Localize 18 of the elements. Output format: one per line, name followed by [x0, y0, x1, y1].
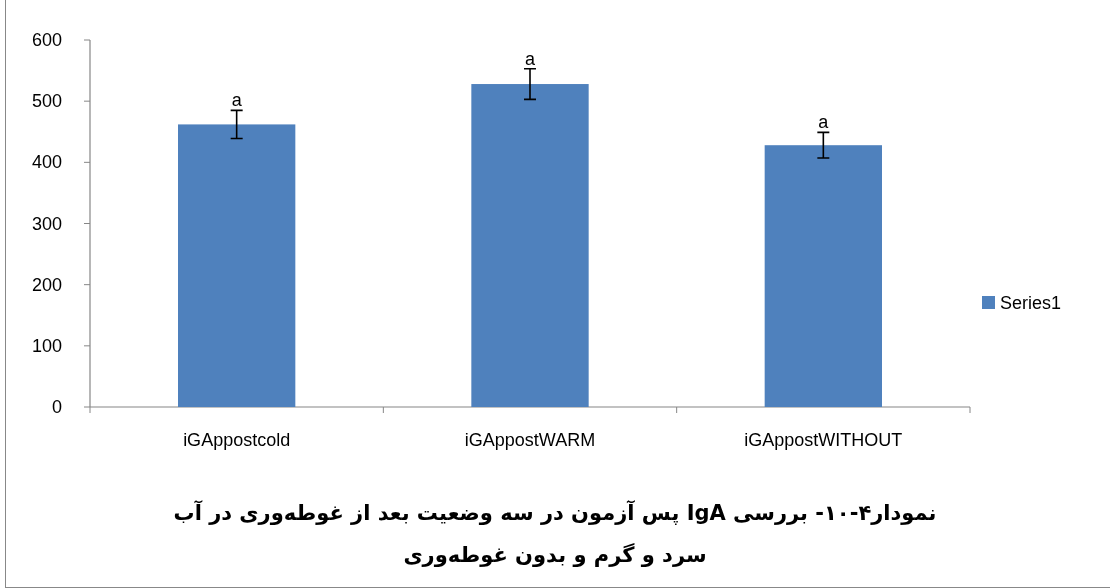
bar [178, 124, 296, 407]
x-tick-label: iGAppostcold [183, 430, 291, 450]
bar [471, 84, 589, 407]
y-tick-label: 300 [31, 213, 62, 234]
y-tick-label: 0 [51, 397, 62, 417]
legend-label: Series1 [1000, 293, 1062, 313]
y-tick-label: 400 [31, 152, 62, 173]
x-tick-label: iGAppostWARM [464, 430, 596, 450]
annotation: a [818, 112, 830, 133]
y-tick-label: 600 [31, 30, 62, 50]
y-tick-label: 500 [31, 91, 62, 112]
annotation: a [231, 90, 243, 111]
y-tick-label: 100 [31, 335, 62, 356]
text: نمودار۴-۱۰- بررسی IgA پس آزمون در سه وضعیت بعد از غوطه‌وری در آب سرد و گرم و بدون غوطه‌وری [172, 499, 938, 569]
x-tick-label: iGAppostWITHOUT [744, 430, 903, 450]
y-tick-label: 200 [31, 274, 62, 295]
annotation: a [524, 48, 536, 69]
bar [764, 145, 882, 407]
